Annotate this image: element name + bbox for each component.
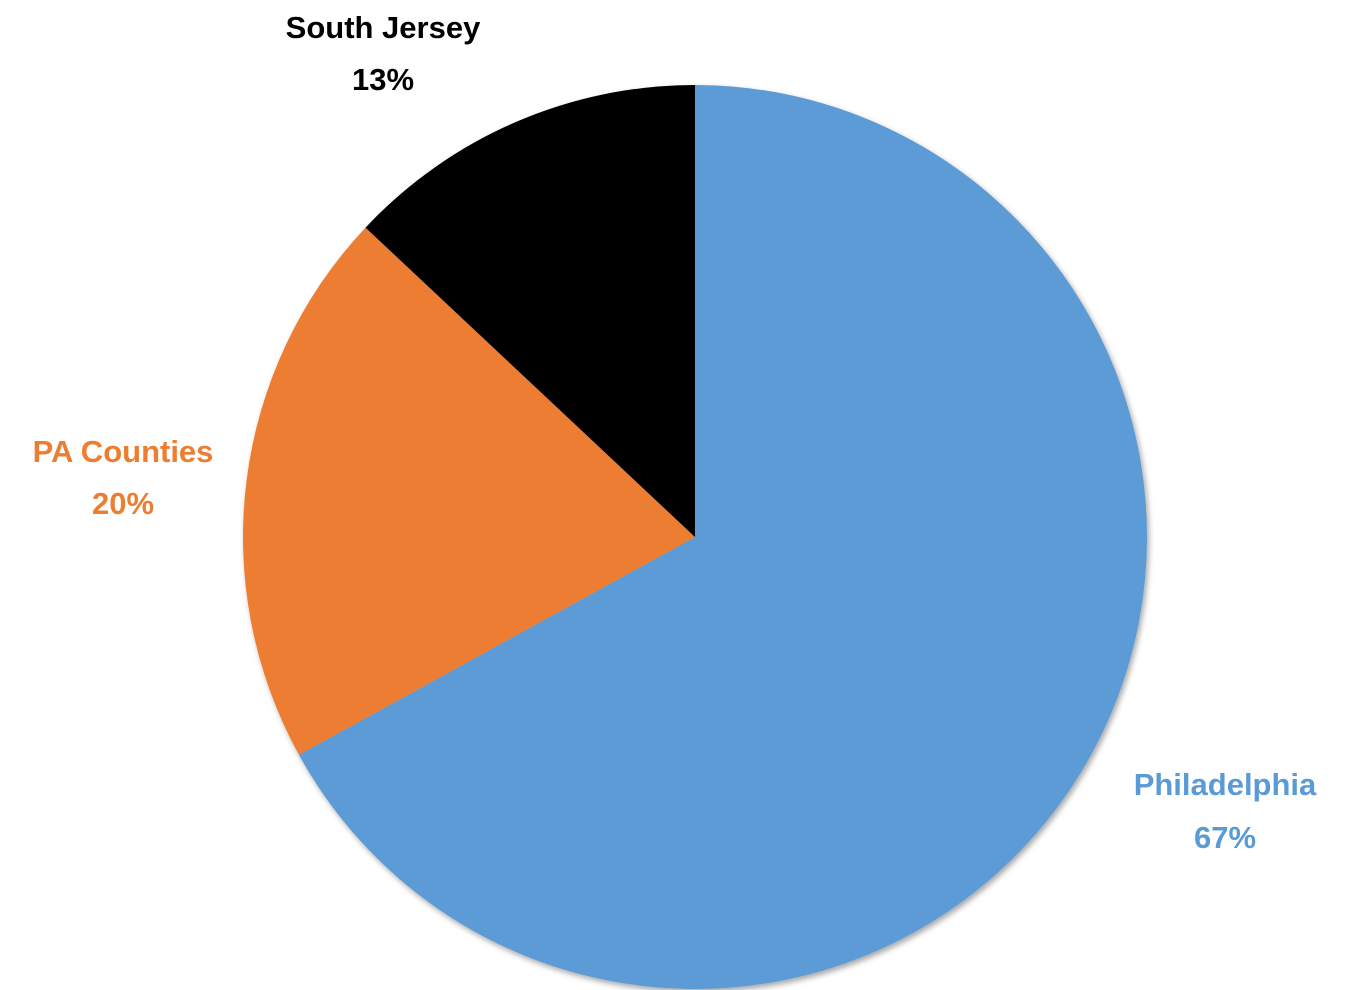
pie-slices <box>243 85 1148 989</box>
pie-slice-south-jersey <box>365 85 695 537</box>
slice-percent-philadelphia: 67% <box>1194 820 1256 855</box>
pie-labels: Philadelphia 67% PA Counties 20% South Jerse… <box>33 10 1317 855</box>
pie-slice-pa-counties <box>243 227 695 755</box>
pie-slice-philadelphia <box>298 85 1148 989</box>
slice-percent-pa-counties: 20% <box>92 486 154 521</box>
slice-percent-south-jersey: 13% <box>352 62 414 97</box>
slice-label-pa-counties: PA Counties <box>33 434 214 469</box>
slice-label-philadelphia: Philadelphia <box>1134 767 1317 802</box>
slice-label-south-jersey: South Jersey <box>286 10 481 45</box>
